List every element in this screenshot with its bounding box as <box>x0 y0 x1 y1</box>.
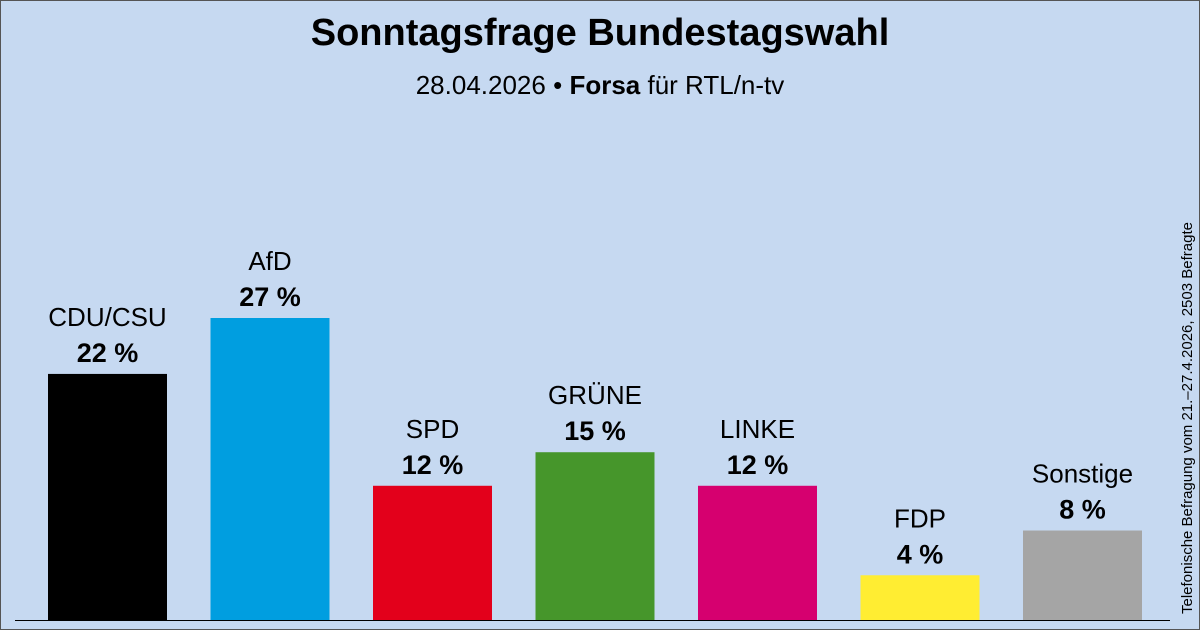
bar-afd <box>210 318 330 620</box>
chart-subtitle: 28.04.2026 • Forsa für RTL/n-tv <box>0 70 1200 101</box>
poll-date: 28.04.2026 <box>415 70 546 100</box>
value-label-fdp: 4 % <box>897 539 944 569</box>
bar-spd <box>373 485 492 620</box>
party-label-cdu-csu: CDU/CSU <box>48 302 166 332</box>
value-label-sonstige: 8 % <box>1059 495 1106 525</box>
value-label-gruene: 15 % <box>564 416 626 446</box>
party-label-gruene: GRÜNE <box>548 380 642 410</box>
chart-title: Sonntagsfrage Bundestagswahl <box>310 12 890 54</box>
party-label-linke: LINKE <box>720 414 795 444</box>
bar-fdp <box>860 575 980 620</box>
bar-linke <box>698 485 817 620</box>
bar-sonstige <box>1023 530 1142 620</box>
value-label-cdu-csu: 22 % <box>77 338 139 368</box>
party-label-sonstige: Sonstige <box>1032 459 1133 489</box>
value-label-spd: 12 % <box>402 450 464 480</box>
poll-institute: Forsa <box>569 70 641 100</box>
poll-client: für RTL/n-tv <box>647 70 785 100</box>
bullet-separator: • <box>553 70 563 100</box>
bar-gruene <box>535 452 655 620</box>
party-label-fdp: FDP <box>894 503 946 533</box>
bar-cdu-csu <box>48 373 167 620</box>
party-label-spd: SPD <box>406 414 459 444</box>
party-label-afd: AfD <box>248 246 291 276</box>
value-label-afd: 27 % <box>239 282 301 312</box>
value-label-linke: 12 % <box>727 450 789 480</box>
